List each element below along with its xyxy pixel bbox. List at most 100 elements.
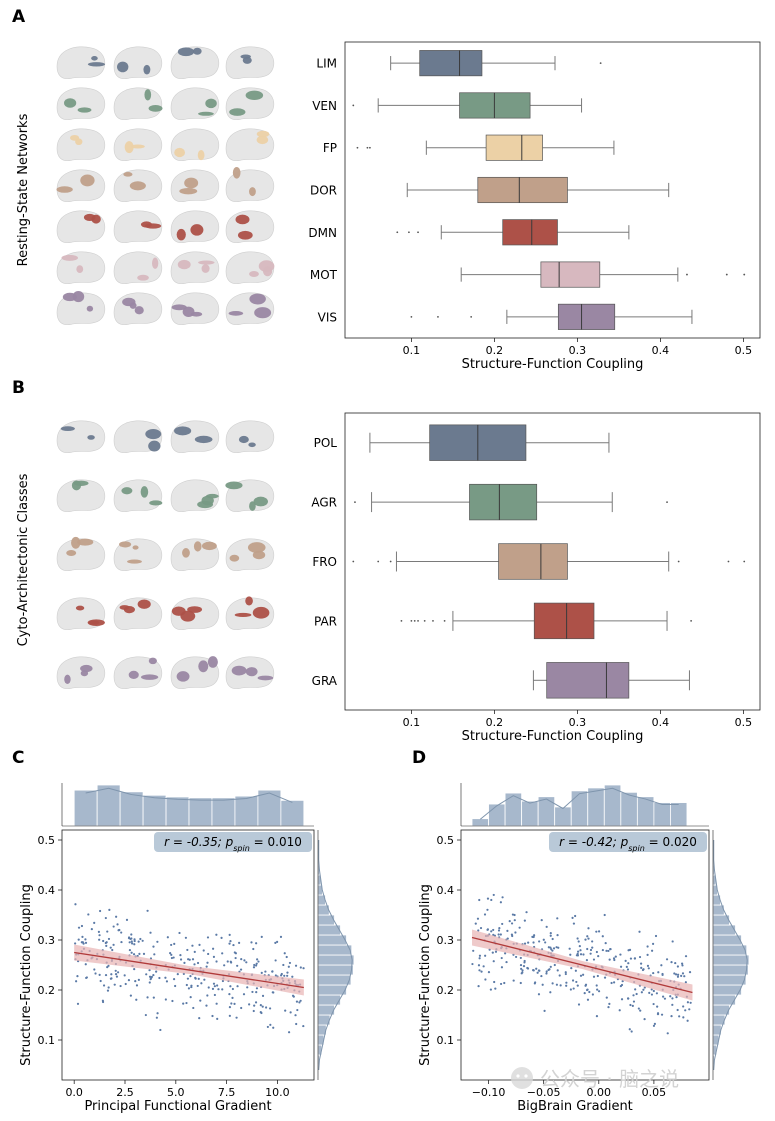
hist-bar — [317, 974, 352, 986]
category-label: AGR — [311, 496, 337, 510]
network-patch — [235, 214, 250, 225]
scatter-point — [265, 1006, 268, 1009]
outlier-point — [352, 104, 355, 107]
scatter-point — [120, 940, 123, 944]
scatter-point — [514, 955, 518, 959]
hist-bar — [712, 944, 748, 956]
scatter-panel-c: r = -0.35; pspin = 0.010 0.1 0.2 0.3 0.4 0.5 0… — [19, 783, 355, 1114]
scatter-point — [97, 930, 100, 933]
scatter-point — [118, 928, 121, 932]
brain-surface — [225, 420, 275, 454]
scatter-point — [98, 973, 101, 976]
x-tick-label: 2.5 — [116, 1086, 134, 1099]
box-fro: FRO — [312, 543, 746, 580]
box-par: PAR — [314, 602, 693, 640]
hist-bar — [317, 964, 354, 976]
scatter-point — [523, 942, 527, 945]
scatter-point — [484, 954, 487, 957]
scatter-point — [577, 1003, 581, 1006]
brain-grid-b — [56, 420, 275, 690]
scatter-point — [186, 977, 190, 980]
scatter-point — [240, 958, 243, 961]
outlier-point — [690, 620, 693, 622]
scatter-point — [558, 974, 561, 977]
network-patch — [249, 501, 256, 511]
y-tick-label: 0.2 — [437, 984, 455, 997]
scatter-point — [671, 997, 674, 1000]
regression-fit — [471, 929, 693, 1001]
network-patch — [225, 481, 243, 490]
brain-thumbnail — [170, 292, 220, 326]
scatter-point — [487, 970, 491, 974]
box-agr: AGR — [311, 483, 668, 521]
scatter-point — [512, 979, 515, 982]
network-patch — [205, 98, 217, 109]
hist-bar — [188, 797, 213, 827]
scatter-point — [107, 937, 111, 941]
scatter-point — [552, 947, 556, 950]
scatter-point — [556, 969, 559, 972]
scatter-point — [90, 928, 93, 931]
scatter-point — [189, 996, 192, 999]
brain-thumbnail — [113, 87, 163, 121]
stats-annotation: r = -0.35; pspin = 0.010 — [154, 832, 312, 853]
scatter-point — [595, 1015, 599, 1018]
scatter-point — [108, 908, 111, 911]
network-patch — [66, 549, 77, 556]
scatter-point — [171, 999, 174, 1003]
scatter-point — [591, 993, 594, 996]
scatter-point — [212, 982, 216, 985]
scatter-point — [198, 943, 201, 946]
network-patch — [232, 166, 241, 179]
network-patch — [190, 224, 204, 236]
scatter-point — [612, 957, 616, 960]
scatter-point — [226, 960, 229, 963]
scatter-point — [535, 967, 538, 970]
brain-thumbnail — [56, 210, 106, 244]
category-label: POL — [314, 436, 338, 450]
scatter-point — [259, 1004, 262, 1007]
scatter-point — [680, 974, 683, 977]
scatter-point — [510, 922, 514, 925]
brain-thumbnail — [113, 597, 163, 631]
hist-bar — [96, 784, 121, 827]
scatter-point — [106, 966, 109, 969]
scatter-point — [613, 958, 616, 962]
scatter-point — [174, 984, 177, 988]
scatter-point — [289, 1011, 292, 1014]
scatter-point — [131, 942, 134, 945]
scatter-point — [518, 926, 521, 929]
scatter-point — [230, 1002, 233, 1005]
scatter-point — [216, 1017, 219, 1020]
scatter-point — [641, 968, 645, 972]
scatter-point — [494, 950, 498, 953]
network-patch — [258, 260, 275, 272]
outlier-point — [686, 273, 688, 276]
kde-y — [318, 840, 353, 1071]
panel-letter-b: B — [12, 378, 25, 398]
scatter-point — [497, 933, 500, 936]
scatter-point — [492, 893, 495, 897]
scatter-point — [595, 984, 598, 987]
network-patch — [194, 435, 213, 444]
scatter-point — [152, 945, 155, 948]
brain-thumbnail — [170, 479, 220, 513]
scatter-point — [182, 1002, 185, 1005]
box-iqr — [485, 134, 543, 161]
brain-thumbnail — [56, 87, 106, 121]
scatter-point — [639, 1009, 642, 1012]
category-label: FP — [323, 141, 337, 155]
scatter-point — [523, 961, 526, 964]
brain-thumbnail — [56, 479, 106, 513]
scatter-point — [187, 958, 190, 961]
scatter-point — [538, 940, 541, 943]
brain-surface — [56, 46, 106, 80]
scatter-point — [484, 978, 487, 981]
scatter-point — [148, 981, 151, 984]
scatter-point — [549, 965, 552, 968]
network-patch — [70, 134, 80, 141]
scatter-point — [94, 972, 97, 975]
network-patch — [171, 304, 187, 311]
scatter-point — [104, 973, 108, 977]
brain-thumbnail — [113, 46, 163, 80]
